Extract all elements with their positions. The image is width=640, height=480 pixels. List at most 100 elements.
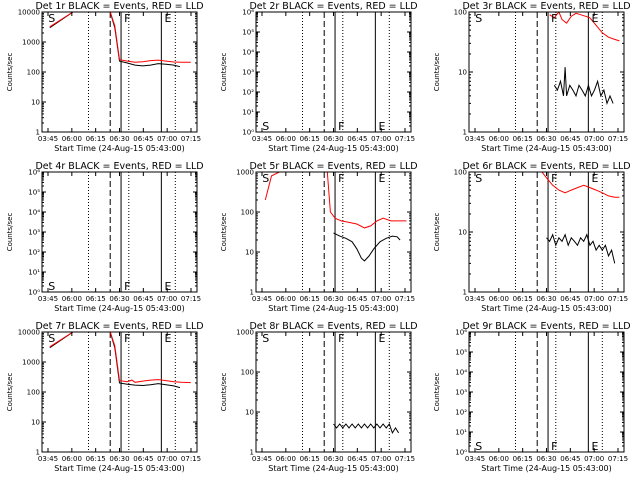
x-tick-label: 07:15: [181, 295, 201, 303]
x-axis-label: Start Time (24-Aug-15 05:43:00): [54, 144, 185, 153]
plot-frame: [255, 331, 412, 453]
y-tick-label: 100: [454, 9, 467, 17]
marker-letter-e: E: [378, 332, 385, 345]
y-tick-label: 10⁵: [28, 189, 40, 197]
detector-panel-2: Det 2r BLACK = Events, RED = LLD S F E 10⁰ 10…: [220, 1, 418, 153]
x-tick-label: 06:15: [86, 295, 106, 303]
x-tick-label: 06:45: [347, 295, 367, 303]
y-tick-label: 10: [458, 229, 467, 237]
marker-letter-s: S: [48, 12, 55, 25]
x-tick-label: 06:45: [347, 135, 367, 143]
x-tick-label: 03:45: [252, 295, 272, 303]
y-tick-label: 10⁵: [455, 349, 467, 357]
panel-title: Det 9r BLACK = Events, RED = LLD: [462, 321, 630, 332]
y-tick-label: 10⁴: [242, 49, 254, 57]
y-tick-label: 10¹: [242, 109, 254, 117]
y-tick-label: 1000: [22, 39, 40, 47]
x-tick-label: 03:45: [38, 135, 58, 143]
y-tick-label: 10⁰: [455, 449, 467, 457]
y-tick-label: 1: [250, 289, 254, 297]
y-axis-label: Counts/sec: [220, 53, 228, 92]
detector-panel-9: Det 9r BLACK = Events, RED = LLD S F E 10⁰ 10…: [433, 321, 631, 473]
marker-letter-f: F: [338, 332, 344, 345]
series-lld-line: [49, 12, 191, 63]
x-tick-label: 06:30: [109, 455, 129, 463]
plot-frame: [468, 331, 625, 453]
y-tick-label: 10³: [455, 389, 467, 397]
y-axis-label: Counts/sec: [6, 373, 14, 412]
x-tick-label: 06:30: [323, 295, 343, 303]
x-tick-label: 06:00: [489, 295, 509, 303]
x-tick-label: 07:15: [181, 455, 201, 463]
y-tick-label: 10³: [28, 229, 40, 237]
y-tick-label: 1: [463, 289, 467, 297]
x-tick-label: 06:00: [489, 455, 509, 463]
x-axis-label: Start Time (24-Aug-15 05:43:00): [268, 304, 399, 313]
marker-letter-s: S: [475, 440, 482, 453]
x-tick-label: 06:00: [62, 455, 82, 463]
x-tick-label: 06:45: [347, 455, 367, 463]
x-axis-label: Start Time (24-Aug-15 05:43:00): [268, 464, 399, 473]
marker-letter-f: F: [551, 12, 557, 25]
x-axis-label: Start Time (24-Aug-15 05:43:00): [481, 304, 612, 313]
y-tick-label: 100: [241, 209, 254, 217]
x-tick-label: 06:45: [560, 135, 580, 143]
y-tick-label: 100: [27, 69, 40, 77]
marker-letter-e: E: [591, 172, 598, 185]
marker-letter-s: S: [48, 332, 55, 345]
x-tick-label: 06:15: [513, 455, 533, 463]
x-tick-label: 06:15: [300, 135, 320, 143]
x-tick-label: 06:00: [276, 455, 296, 463]
x-tick-label: 06:45: [560, 455, 580, 463]
y-tick-label: 10⁴: [28, 209, 40, 217]
x-tick-label: 06:45: [560, 295, 580, 303]
x-tick-label: 06:30: [109, 135, 129, 143]
y-axis-label: Counts/sec: [220, 213, 228, 252]
plot-frame: [255, 11, 412, 133]
y-axis-label: Counts/sec: [6, 213, 14, 252]
marker-letter-f: F: [338, 172, 344, 185]
series-events-line: [333, 422, 400, 435]
marker-letter-s: S: [475, 12, 482, 25]
y-tick-label: 10⁴: [455, 369, 467, 377]
y-tick-label: 10: [31, 99, 40, 107]
plot-frame: [41, 171, 198, 293]
x-tick-label: 07:00: [157, 135, 177, 143]
x-tick-label: 03:45: [252, 455, 272, 463]
x-tick-label: 07:15: [395, 455, 415, 463]
panel-title: Det 6r BLACK = Events, RED = LLD: [462, 161, 630, 172]
plot-frame: [468, 171, 625, 293]
marker-letter-e: E: [591, 440, 598, 453]
y-tick-label: 10⁵: [242, 29, 254, 37]
plot-frame: [41, 11, 198, 133]
x-tick-label: 06:00: [62, 135, 82, 143]
x-tick-label: 06:15: [513, 295, 533, 303]
y-tick-label: 1: [250, 449, 254, 457]
x-tick-label: 07:15: [608, 295, 628, 303]
y-tick-label: 10¹: [455, 429, 467, 437]
x-tick-label: 06:30: [323, 455, 343, 463]
x-tick-label: 06:45: [133, 295, 153, 303]
x-axis-label: Start Time (24-Aug-15 05:43:00): [54, 304, 185, 313]
marker-letter-s: S: [48, 280, 55, 293]
y-tick-label: 10³: [242, 69, 254, 77]
panel-title: Det 7r BLACK = Events, RED = LLD: [35, 321, 203, 332]
x-tick-label: 07:15: [395, 135, 415, 143]
y-tick-label: 10: [245, 409, 254, 417]
marker-letter-f: F: [124, 280, 130, 293]
y-tick-label: 10000: [18, 9, 40, 17]
x-axis-label: Start Time (24-Aug-15 05:43:00): [481, 464, 612, 473]
x-tick-label: 07:00: [584, 135, 604, 143]
series-events-line: [333, 232, 401, 262]
marker-letter-f: F: [124, 12, 130, 25]
x-axis-label: Start Time (24-Aug-15 05:43:00): [268, 144, 399, 153]
y-tick-label: 10: [458, 69, 467, 77]
marker-letter-f: F: [551, 172, 557, 185]
x-tick-label: 07:15: [608, 455, 628, 463]
x-tick-label: 03:45: [465, 135, 485, 143]
